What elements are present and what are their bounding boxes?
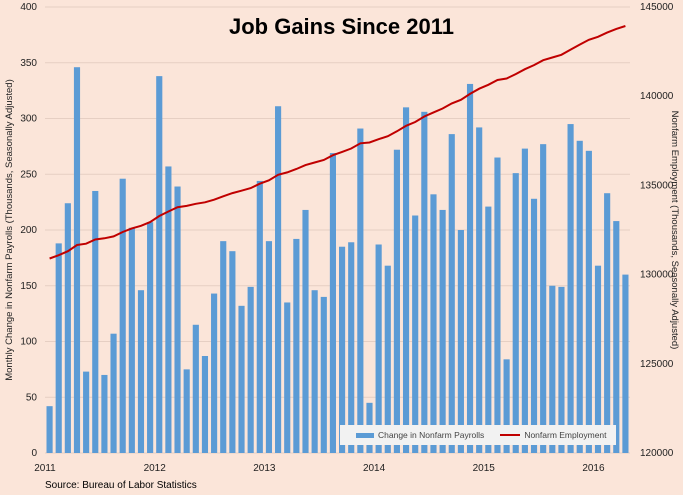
bar	[613, 221, 620, 453]
bar	[348, 242, 355, 453]
bar	[357, 128, 364, 453]
bar	[201, 355, 209, 453]
bar	[64, 203, 71, 453]
bar	[439, 209, 446, 453]
x-tick-label: 2015	[473, 463, 496, 474]
source-note: Source: Bureau of Labor Statistics	[45, 480, 197, 491]
bar	[211, 293, 218, 453]
legend-label-employment: Nonfarm Employment	[524, 430, 607, 440]
bar	[137, 290, 145, 453]
bar	[174, 186, 181, 453]
bar	[540, 144, 547, 453]
bar	[73, 67, 81, 454]
bar	[521, 148, 528, 454]
bar	[320, 296, 327, 453]
bar	[530, 198, 538, 453]
bar	[494, 157, 501, 453]
bar	[302, 209, 309, 453]
y-right-tick-label: 125000	[640, 359, 674, 370]
bar	[384, 265, 391, 453]
y-left-axis-title: Monthly Change in Nonfarm Payrolls (Thou…	[4, 79, 15, 381]
bar	[265, 241, 273, 453]
bar	[311, 290, 318, 453]
bar	[375, 244, 382, 453]
y-right-tick-label: 120000	[640, 448, 674, 459]
bar	[247, 286, 254, 453]
bar	[293, 238, 300, 453]
bar	[101, 374, 108, 453]
bar	[402, 107, 410, 453]
bar	[558, 286, 565, 453]
employment-line	[49, 25, 626, 260]
y-left-tick-label: 0	[31, 448, 37, 459]
bar	[476, 127, 483, 454]
y-right-tick-label: 145000	[640, 2, 674, 13]
bar	[457, 230, 464, 453]
y-left-tick-label: 50	[26, 392, 38, 403]
bar	[466, 83, 474, 453]
bar	[147, 222, 154, 453]
legend-swatch-bar	[356, 432, 374, 438]
legend-label-payrolls: Change in Nonfarm Payrolls	[378, 430, 485, 440]
bar	[512, 173, 519, 453]
legend-swatch-line	[500, 434, 521, 436]
x-tick-label: 2013	[253, 463, 276, 474]
bar	[110, 333, 117, 453]
bar	[576, 140, 583, 454]
bar	[284, 302, 291, 453]
y-right-tick-label: 135000	[640, 180, 674, 191]
bar	[567, 124, 574, 453]
y-right-tick-label: 140000	[640, 91, 674, 102]
bar	[448, 134, 455, 454]
bar	[485, 206, 492, 453]
bar	[256, 180, 263, 453]
legend-item-payrolls: Change in Nonfarm Payrolls	[356, 430, 484, 440]
bar	[430, 194, 437, 453]
bar	[238, 305, 245, 453]
y-right-axis-title: Nonfarm Employment (Thousands, Seasonall…	[669, 111, 680, 350]
bar	[585, 150, 592, 453]
bar	[83, 371, 90, 453]
bar	[329, 153, 336, 453]
x-tick-label: 2016	[582, 463, 605, 474]
y-right-tick-label: 130000	[640, 270, 674, 281]
bar	[604, 193, 611, 453]
x-tick-label: 2012	[144, 463, 167, 474]
legend: Change in Nonfarm Payrolls Nonfarm Emplo…	[340, 425, 616, 445]
bar	[594, 265, 602, 453]
y-left-tick-label: 150	[20, 281, 37, 292]
bar	[412, 215, 419, 453]
y-left-tick-label: 300	[20, 114, 37, 125]
bar	[92, 190, 99, 453]
bar	[275, 106, 282, 454]
bar	[229, 251, 236, 453]
chart-title: Job Gains Since 2011	[228, 14, 454, 39]
y-left-tick-label: 350	[20, 58, 37, 69]
legend-item-employment: Nonfarm Employment	[500, 430, 607, 440]
x-tick-label: 2014	[363, 463, 386, 474]
y-left-tick-label: 250	[20, 169, 37, 180]
bar	[156, 76, 163, 453]
bar	[128, 227, 135, 453]
bar	[421, 111, 428, 453]
bar	[339, 246, 346, 453]
bar	[165, 166, 172, 453]
bar	[503, 359, 510, 453]
bar	[220, 241, 227, 453]
bar	[119, 178, 126, 453]
bar	[55, 243, 62, 453]
y-left-tick-label: 200	[20, 225, 37, 236]
x-tick-label: 2011	[34, 463, 56, 474]
y-left-tick-label: 400	[20, 2, 37, 13]
y-left-tick-label: 100	[20, 337, 37, 348]
bar	[183, 369, 190, 453]
bar	[192, 324, 199, 453]
bar	[393, 149, 400, 453]
bar	[622, 274, 629, 453]
bar	[549, 285, 556, 453]
bar	[46, 406, 53, 453]
